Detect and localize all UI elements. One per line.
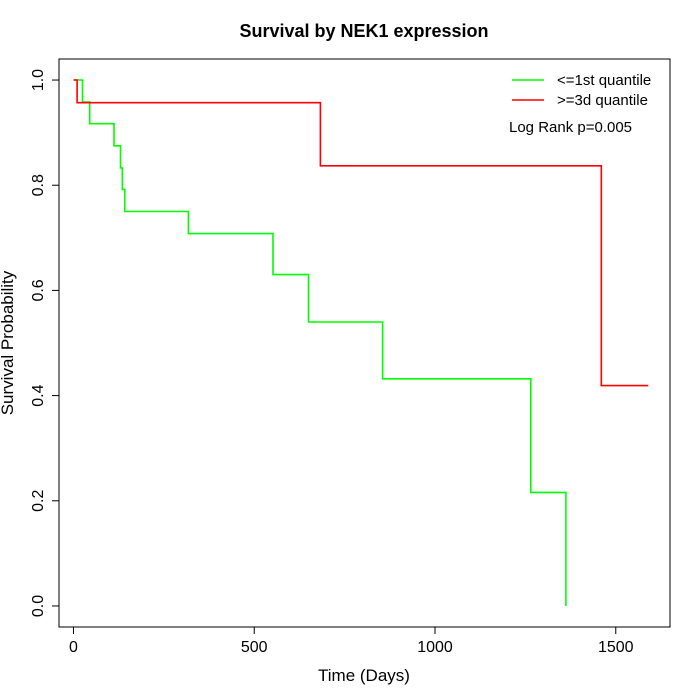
series-line-2 [73, 79, 649, 387]
y-tick-label: 0.6 [30, 279, 47, 301]
x-axis: 0 500 1000 1500 [69, 626, 634, 656]
series-layer [73, 79, 649, 606]
x-tick-label: 500 [241, 639, 268, 656]
y-axis: 0.0 0.2 0.4 0.6 0.8 1.0 [30, 69, 60, 617]
legend: <=1st quantile >=3d quantile [512, 72, 651, 109]
legend-label: <=1st quantile [557, 72, 651, 89]
y-axis-label: Survival Probability [0, 270, 17, 415]
x-axis-label: Time (Days) [318, 666, 410, 685]
x-tick-label: 1500 [598, 639, 634, 656]
y-tick-label: 0.0 [30, 595, 47, 617]
x-tick-label: 1000 [417, 639, 453, 656]
plot-frame [58, 58, 671, 628]
x-tick-label: 0 [69, 639, 78, 656]
y-tick-label: 0.2 [30, 490, 47, 512]
y-tick-label: 0.4 [30, 384, 47, 406]
series-line-1 [73, 79, 567, 606]
chart-title: Survival by NEK1 expression [239, 21, 488, 41]
log-rank-annotation: Log Rank p=0.005 [509, 119, 632, 136]
y-tick-label: 0.8 [30, 174, 47, 196]
y-tick-label: 1.0 [30, 69, 47, 91]
legend-label: >=3d quantile [557, 92, 648, 109]
